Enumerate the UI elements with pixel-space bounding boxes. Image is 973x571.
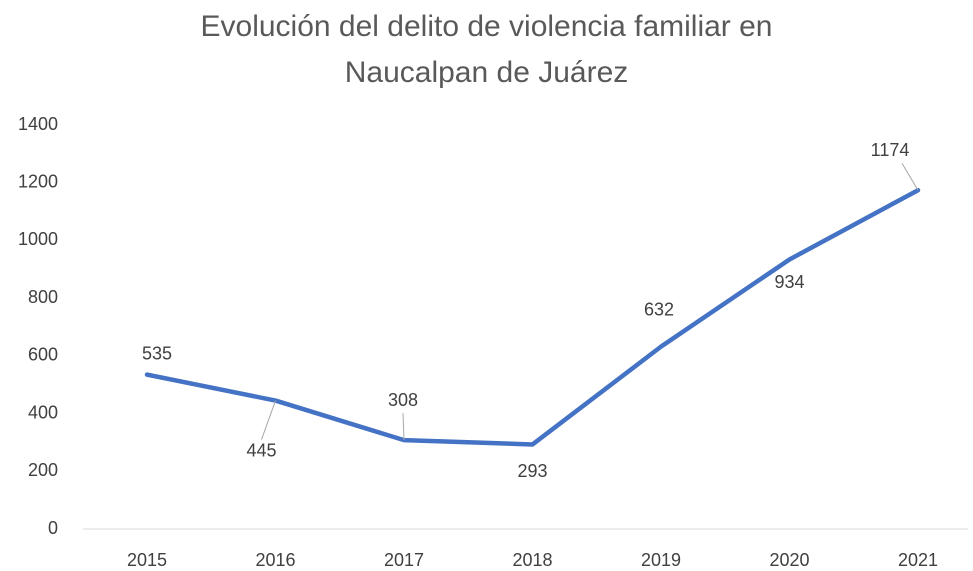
y-tick-label: 1400 — [18, 114, 58, 134]
title-box: Evolución del delito de violencia famili… — [0, 4, 973, 96]
y-tick-label: 0 — [48, 518, 58, 538]
data-label: 445 — [246, 440, 276, 460]
data-label: 632 — [644, 299, 674, 319]
x-tick-label: 2020 — [769, 550, 809, 570]
leader-line — [261, 400, 276, 440]
leader-line — [402, 413, 405, 441]
leader-line — [901, 162, 919, 191]
y-tick-label: 200 — [28, 460, 58, 480]
x-tick-label: 2015 — [127, 550, 167, 570]
y-tick-label: 800 — [28, 287, 58, 307]
data-label: 934 — [774, 272, 804, 292]
data-label: 535 — [142, 343, 172, 363]
y-tick-label: 400 — [28, 402, 58, 422]
x-tick-label: 2017 — [384, 550, 424, 570]
y-tick-label: 1000 — [18, 229, 58, 249]
data-label: 308 — [388, 390, 418, 410]
data-line — [144, 187, 921, 447]
data-label: 293 — [517, 461, 547, 481]
x-tick-label: 2016 — [255, 550, 295, 570]
x-tick-label: 2019 — [641, 550, 681, 570]
x-tick-label: 2018 — [512, 550, 552, 570]
y-tick-label: 1200 — [18, 171, 58, 191]
x-tick-label: 2021 — [898, 550, 938, 570]
data-label: 1174 — [871, 140, 910, 160]
chart-title: Evolución del delito de violencia famili… — [200, 10, 773, 89]
y-tick-label: 600 — [28, 345, 58, 365]
